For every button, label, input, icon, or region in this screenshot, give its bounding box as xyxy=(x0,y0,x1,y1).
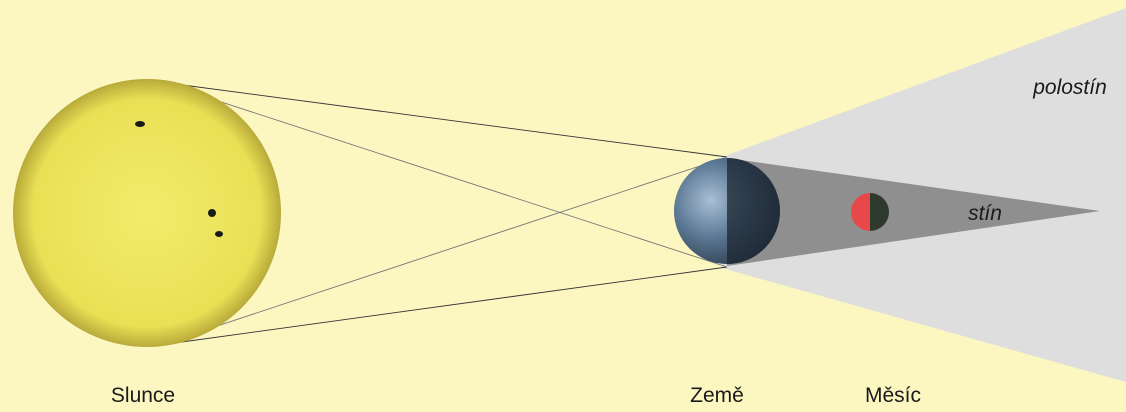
eclipse-diagram: Slunce Země Měsíc polostín stín xyxy=(0,0,1126,412)
umbra-label: stín xyxy=(968,202,1002,225)
earth-label: Země xyxy=(690,384,744,407)
penumbra-label: polostín xyxy=(1032,76,1107,99)
sun-label: Slunce xyxy=(111,384,175,407)
moon-label: Měsíc xyxy=(865,384,921,407)
sun xyxy=(13,79,281,347)
